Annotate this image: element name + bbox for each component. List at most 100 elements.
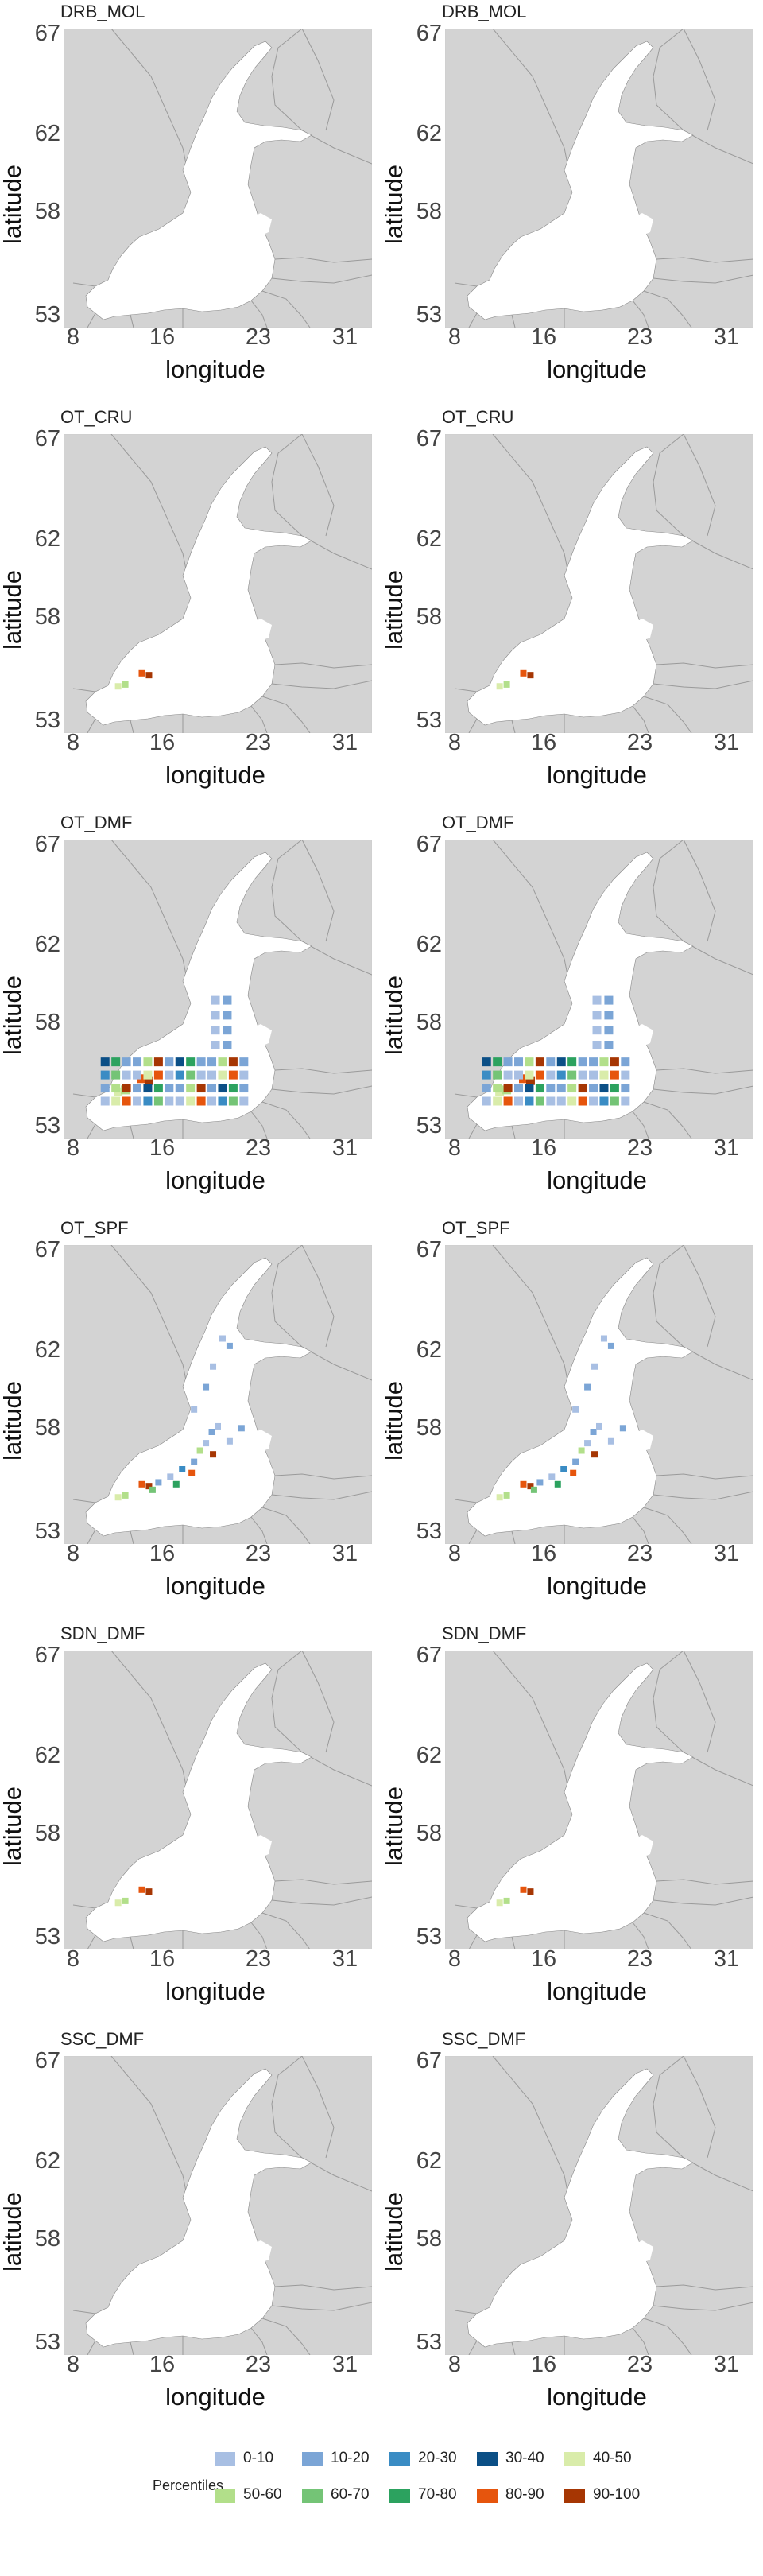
map-area [445,840,753,1139]
country-border [72,1904,96,1909]
x-axis-label: longitude [165,1572,265,1600]
legend-swatch [389,2489,410,2503]
y-tick-label: 62 [416,1743,442,1768]
y-tick-label: 58 [34,2226,60,2252]
country-border [511,314,516,328]
country-border [72,282,96,287]
activity-cell [599,1096,609,1106]
country-border [683,130,753,165]
activity-cell [165,1070,174,1080]
activity-cell [186,1084,196,1093]
gulf-of-riga [629,213,653,237]
activity-cell [145,1483,153,1490]
country-border [653,29,684,131]
country-border [468,718,478,733]
x-axis-label: longitude [165,2383,265,2411]
map-area [64,434,372,733]
country-border [250,1516,268,1544]
activity-cell [482,1084,491,1093]
country-border [454,2310,478,2314]
country-border [301,29,335,131]
activity-cell [578,1057,587,1067]
activity-cell [556,1096,566,1106]
activity-cell [155,1479,162,1486]
activity-cell [554,1480,561,1488]
activity-cell [527,1483,534,1490]
y-tick-label: 58 [34,199,60,224]
sea-area [467,2068,694,2348]
country-border [468,1529,478,1544]
activity-cell [604,995,614,1005]
y-axis-label-text: latitude [0,165,26,244]
activity-cell [138,1480,145,1488]
gulf-of-riga [248,2240,272,2264]
y-tick-label: 62 [416,2148,442,2174]
sea-area [467,41,694,320]
activity-cell [567,1096,577,1106]
country-border [468,1934,478,1949]
y-axis-label: latitude [0,145,29,264]
y-tick-label: 58 [34,1415,60,1441]
legend-swatch [215,2452,235,2466]
activity-cell [527,1888,534,1895]
legend-label: 0-10 [243,2450,274,2466]
baltic-map [445,1651,753,1949]
activity-cell [592,1011,602,1020]
activity-cell [546,1057,556,1067]
gulf-of-riga [248,1835,272,1859]
x-tick-label: 23 [245,324,272,350]
country-border [301,130,372,165]
y-axis-label-text: latitude [380,976,408,1055]
activity-cell [607,1437,614,1445]
activity-cell [228,1096,238,1106]
activity-cell [210,1363,217,1370]
activity-cell [520,1886,527,1893]
activity-cell [548,1473,556,1480]
activity-cell [610,1070,619,1080]
activity-cell [196,1070,206,1080]
activity-cell [610,1057,619,1067]
country-border [653,2056,684,2159]
country-border [468,312,478,328]
y-tick-label: 67 [34,1237,60,1263]
country-border [261,290,311,328]
map-area [445,1245,753,1544]
x-tick-label: 31 [713,730,740,755]
country-border [653,1085,753,1095]
activity-cell [175,1084,184,1093]
activity-cell [223,1026,232,1035]
legend-swatch [302,2489,323,2503]
activity-cell [591,1451,598,1458]
x-tick-label: 8 [66,1541,80,1566]
activity-cell [137,1074,146,1084]
activity-cell [610,1084,619,1093]
panel-title: OT_DMF [60,813,133,832]
sea-area [85,2068,312,2348]
activity-cell [535,1084,544,1093]
activity-cell [567,1057,577,1067]
country-border [656,1068,753,1074]
country-border [511,2341,516,2355]
activity-cell [599,1057,609,1067]
activity-cell [223,995,232,1005]
country-border [653,1491,753,1500]
y-axis-label-text: latitude [0,2192,26,2271]
activity-cell [496,683,503,690]
baltic-map [64,29,372,328]
country-border [683,840,716,942]
activity-cell [211,995,220,1005]
activity-cell [211,1041,220,1049]
activity-cell [175,1070,184,1080]
activity-cell [503,1057,513,1067]
activity-cell [520,1480,527,1488]
country-border [271,680,372,689]
activity-cell [186,1057,196,1067]
activity-cell [578,1096,587,1106]
activity-cell [482,1070,491,1080]
y-tick-label: 53 [34,708,60,733]
legend-label: 50-60 [243,2486,282,2503]
activity-cell [520,669,527,677]
activity-cell [149,1486,156,1493]
activity-cell [589,1084,598,1093]
y-tick-label: 62 [416,121,442,146]
